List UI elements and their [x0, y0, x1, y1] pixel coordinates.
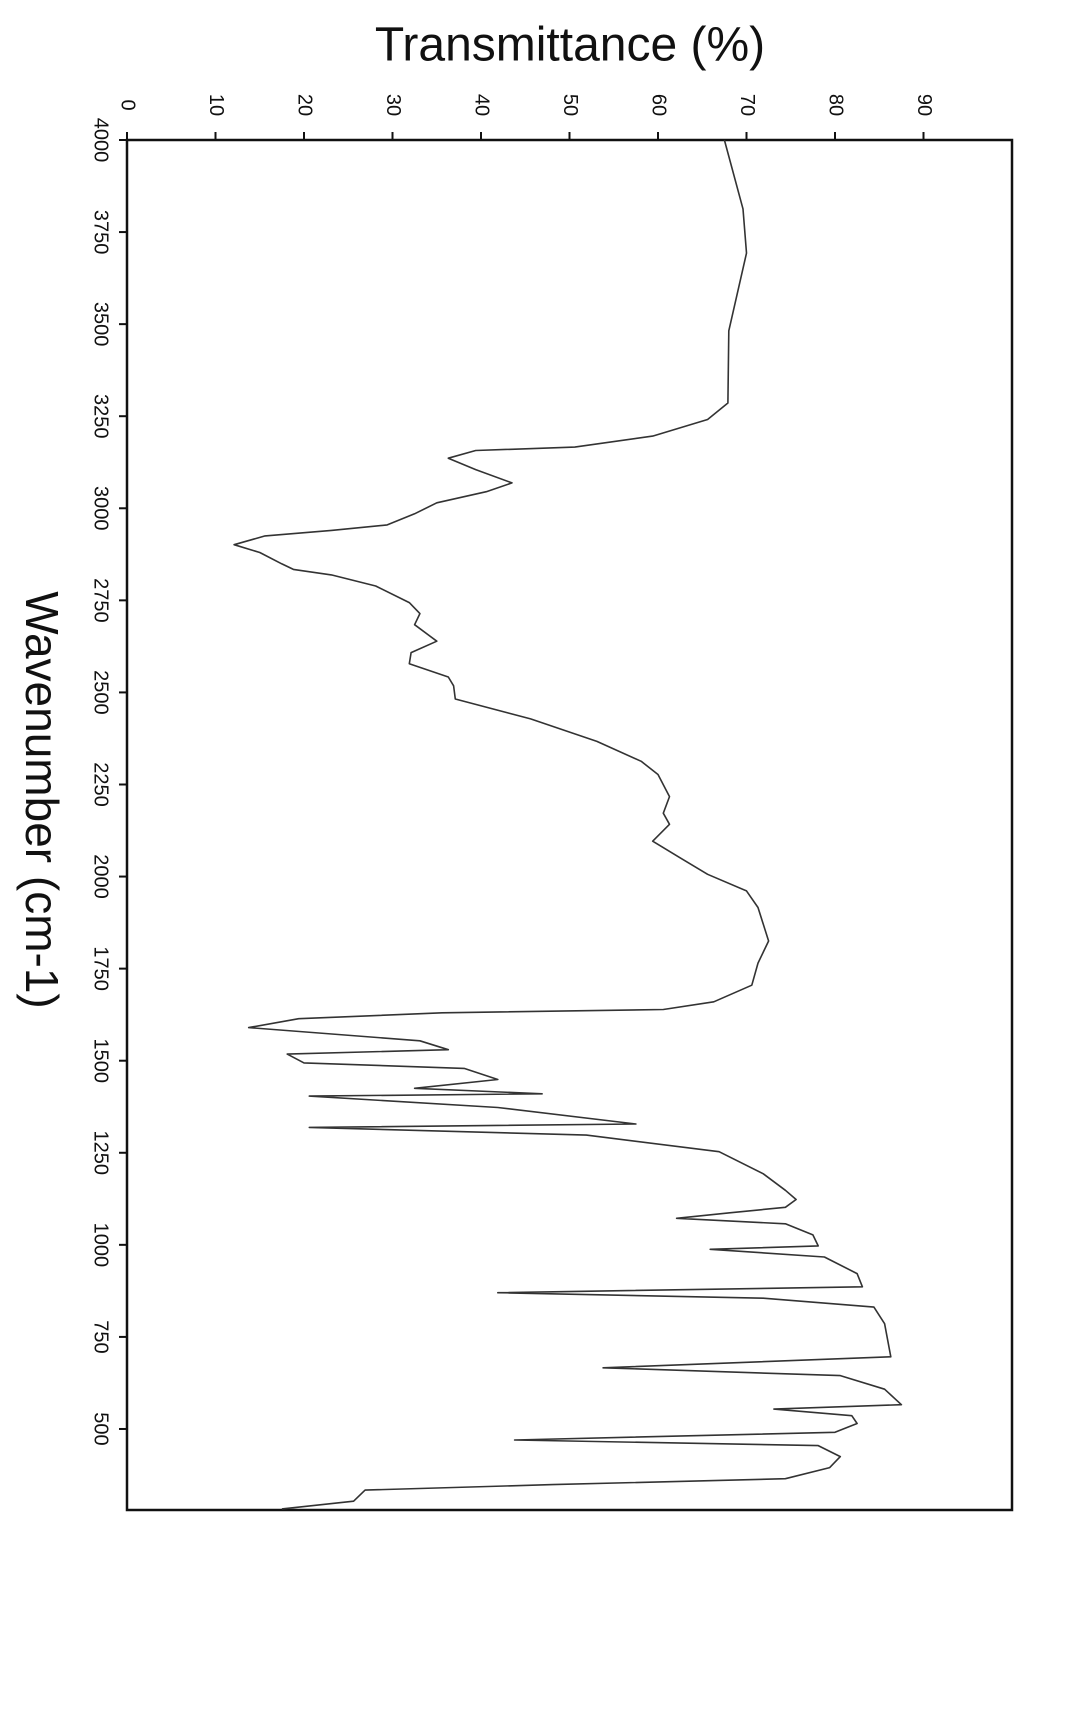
x-tick-label: 4000 [90, 118, 112, 163]
x-tick-label: 2750 [90, 578, 112, 623]
y-tick-label: 60 [648, 94, 670, 116]
x-tick-label: 3750 [90, 210, 112, 255]
y-tick-label: 30 [382, 94, 404, 116]
y-tick-label: 20 [294, 94, 316, 116]
x-tick-label: 2500 [90, 670, 112, 715]
y-tick-label: 50 [559, 94, 581, 116]
y-tick-label: 80 [825, 94, 847, 116]
spectrum-line [233, 139, 903, 1510]
x-tick-label: 3500 [90, 302, 112, 347]
x-tick-label: 750 [90, 1320, 112, 1353]
x-tick-label: 1750 [90, 946, 112, 991]
x-tick-label: 2250 [90, 762, 112, 807]
y-tick-label: 70 [736, 94, 758, 116]
x-tick-label: 1250 [90, 1131, 112, 1176]
y-tick-label: 40 [471, 94, 493, 116]
plot-frame [125, 138, 1014, 1512]
x-tick-label: 3000 [90, 486, 112, 530]
x-tick-label: 1000 [90, 1223, 112, 1268]
x-tick-label: 3250 [90, 394, 112, 439]
x-axis-label: Wavenumber (cm-1) [16, 591, 68, 1008]
y-tick-label: 90 [913, 94, 935, 116]
y-tick-label: 0 [117, 99, 139, 110]
y-tick-label: 10 [205, 94, 227, 116]
x-tick-label: 2000 [90, 854, 112, 899]
x-tick-label: 1500 [90, 1038, 112, 1083]
x-tick-label: 500 [90, 1412, 112, 1445]
chart-title: Transmittance (%) [375, 19, 765, 72]
